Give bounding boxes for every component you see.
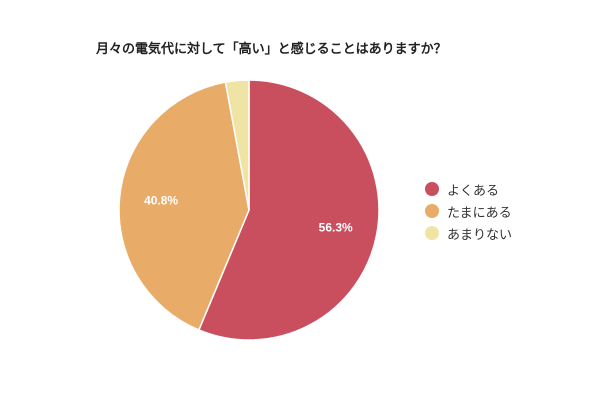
slice-amarinai	[224, 79, 250, 211]
legend-label-amarinai: あまりない	[447, 227, 513, 243]
legend-item-yokuaru: よくある	[425, 178, 512, 200]
legend-item-amarinai: あまりない	[425, 222, 512, 244]
legend-label-tamaniaru: たまにある	[447, 205, 512, 221]
chart-title: 月々の電気代に対して「高い」と感じることはありますか？	[96, 42, 447, 57]
legend-swatch-tamaniaru	[425, 204, 439, 218]
slice-yokuaru	[197, 79, 380, 341]
legend-item-tamaniaru: たまにある	[425, 200, 512, 222]
slice-yokuaru-label: 56.3%	[319, 220, 353, 234]
slice-tamaniaru-label: 40.8%	[144, 194, 178, 208]
legend: よくある たまにある あまりない	[425, 178, 512, 244]
legend-swatch-amarinai	[425, 226, 439, 240]
legend-swatch-yokuaru	[425, 182, 439, 196]
slice-tamaniaru	[118, 81, 250, 331]
legend-label-yokuaru: よくある	[447, 183, 500, 199]
